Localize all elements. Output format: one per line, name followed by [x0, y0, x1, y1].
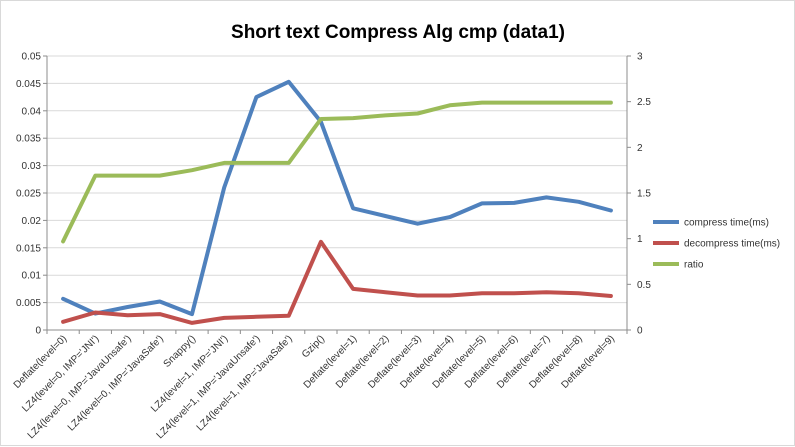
left-tick-label: 0.045 — [16, 79, 41, 90]
left-tick-label: 0.02 — [22, 216, 42, 227]
left-tick-label: 0.03 — [22, 161, 42, 172]
legend-label: ratio — [684, 260, 704, 271]
gridlines — [47, 55, 627, 331]
x-tick-label: Gzip() — [300, 333, 327, 360]
right-tick-label: 0 — [637, 326, 643, 337]
x-tick-label: Deflate(level=0) — [12, 333, 69, 390]
left-tick-label: 0.015 — [16, 243, 41, 254]
chart-title: Short text Compress Alg cmp (data1) — [231, 22, 565, 43]
legend-label: compress time(ms) — [684, 218, 769, 229]
series-line-ratio — [61, 100, 613, 244]
series-line-decompress-time-ms — [61, 239, 613, 325]
left-axis-ticks: 0 0.005 0.01 0.015 0.02 0.025 0.03 0.035 0.04 0.0… — [16, 52, 41, 337]
x-axis-ticks: Deflate(level=0)LZ4(level=0, IMP='JNI')L… — [12, 333, 617, 441]
left-tick-label: 0.005 — [16, 298, 41, 309]
left-tick-label: 0 — [35, 326, 41, 337]
right-tick-label: 0.5 — [637, 280, 651, 291]
left-tick-label: 0.025 — [16, 189, 41, 200]
right-axis-ticks: 0 0.5 1 1.5 2 2.5 3 — [637, 52, 651, 337]
right-tick-label: 2.5 — [637, 97, 651, 108]
series-line-compress-time-ms — [61, 79, 613, 317]
left-tick-label: 0.01 — [22, 271, 42, 282]
legend: compress time(ms) decompress time(ms) rati… — [653, 218, 780, 271]
right-tick-label: 1 — [637, 234, 643, 245]
right-tick-label: 2 — [637, 143, 643, 154]
left-tick-label: 0.04 — [22, 106, 42, 117]
left-tick-label: 0.035 — [16, 134, 41, 145]
left-tick-label: 0.05 — [22, 52, 42, 63]
legend-label: decompress time(ms) — [684, 239, 780, 250]
right-tick-label: 3 — [637, 52, 643, 63]
axes — [43, 55, 631, 334]
series-lines — [61, 79, 613, 325]
right-tick-label: 1.5 — [637, 189, 651, 200]
